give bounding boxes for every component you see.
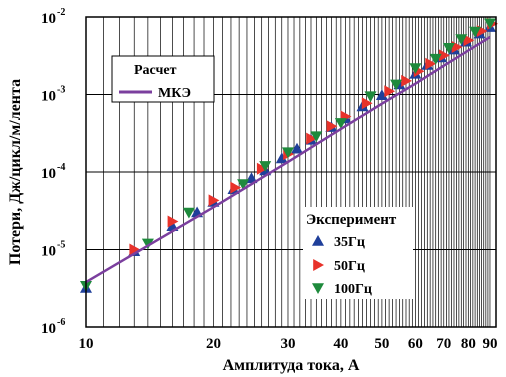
y-tick-label: 10 -5 xyxy=(41,240,65,260)
data-point xyxy=(439,49,450,62)
legend-item-35hz: 35Гц xyxy=(312,235,365,250)
x-tick-label: 80 xyxy=(461,336,476,352)
series-100Гц xyxy=(80,18,496,292)
data-point xyxy=(425,57,437,70)
data-point xyxy=(484,18,496,30)
y-tick-base: 10 xyxy=(41,89,56,105)
legend-calculation-box xyxy=(111,55,215,103)
y-axis-title: Потери, Дж/цикл/м/лента xyxy=(7,79,24,265)
data-point xyxy=(291,142,303,154)
data-point xyxy=(306,132,317,145)
legend-calculation: Расчет МКЭ xyxy=(111,55,215,103)
data-point xyxy=(256,162,268,175)
data-point xyxy=(455,34,468,45)
legend-label-50hz: 50Гц xyxy=(334,259,365,274)
x-tick-label: 70 xyxy=(436,336,451,352)
legend-marker-shape xyxy=(312,235,324,246)
data-point xyxy=(409,63,422,74)
data-point xyxy=(390,79,403,91)
legend-label-35hz: 35Гц xyxy=(334,235,365,250)
legend-marker-50hz xyxy=(313,259,324,271)
y-tick-exponent: -5 xyxy=(57,240,65,251)
x-axis-title: Амплитуда тока, А xyxy=(223,357,360,374)
series-line-fem xyxy=(85,36,491,284)
series-50Гц xyxy=(129,17,498,256)
legend-item-100hz: 100Гц xyxy=(312,282,372,297)
legend-marker-100hz xyxy=(312,283,324,294)
y-tick-base: 10 xyxy=(41,321,56,337)
data-point xyxy=(167,215,179,228)
y-tick-exponent: -2 xyxy=(57,7,65,18)
data-point xyxy=(230,181,242,194)
y-tick-label: 10 -2 xyxy=(41,7,65,27)
legend-experiment-items: 35Гц 50Гц 100Гц xyxy=(312,235,372,297)
series-layer xyxy=(80,17,498,293)
data-point xyxy=(469,26,482,38)
y-tick-exponent: -4 xyxy=(57,162,65,173)
y-tick-label: 10 -6 xyxy=(41,317,65,337)
legend-experiment: Эксперимент 35Гц 50Гц 100Гц xyxy=(303,207,413,299)
data-point xyxy=(361,97,373,110)
legend-label-100hz: 100Гц xyxy=(334,282,372,297)
data-point xyxy=(282,147,294,159)
y-tick-label: 10 -4 xyxy=(41,162,65,182)
data-point xyxy=(326,120,338,133)
data-point xyxy=(364,91,377,103)
x-tick-label: 90 xyxy=(482,336,497,352)
data-point xyxy=(208,194,220,207)
data-point xyxy=(451,41,463,53)
legend-marker-shape xyxy=(313,259,324,271)
x-tick-label: 60 xyxy=(408,336,423,352)
x-tick-label: 30 xyxy=(280,336,295,352)
y-tick-base: 10 xyxy=(41,11,56,27)
data-point xyxy=(141,238,154,250)
data-point xyxy=(129,243,141,256)
data-point xyxy=(429,53,442,65)
data-point xyxy=(442,43,455,54)
legend-marker-shape xyxy=(312,283,324,294)
y-tick-base: 10 xyxy=(41,244,56,260)
x-tick-label: 40 xyxy=(333,336,348,352)
data-point xyxy=(375,89,388,100)
data-point xyxy=(463,34,475,47)
y-tick-exponent: -3 xyxy=(57,85,65,96)
data-point xyxy=(182,207,195,219)
legend-marker-35hz xyxy=(312,235,324,246)
x-tick-label: 20 xyxy=(206,336,221,352)
data-point xyxy=(245,172,258,184)
y-tick-label: 10 -3 xyxy=(41,85,65,105)
data-point xyxy=(401,74,412,87)
data-point xyxy=(237,179,250,190)
legend-experiment-title: Эксперимент xyxy=(306,212,397,228)
data-point xyxy=(384,85,396,98)
legend-fem-label: МКЭ xyxy=(158,86,191,101)
legend-item-50hz: 50Гц xyxy=(313,259,365,274)
data-point xyxy=(310,131,323,143)
x-tick-label: 10 xyxy=(79,336,94,352)
plot-frame xyxy=(85,16,497,328)
y-tick-base: 10 xyxy=(41,166,56,182)
legend-calculation-title: Расчет xyxy=(134,63,177,78)
y-tick-exponent: -6 xyxy=(57,317,65,328)
x-tick-label: 50 xyxy=(374,336,389,352)
data-point xyxy=(259,161,272,172)
data-point xyxy=(275,152,288,164)
data-point xyxy=(334,118,347,129)
